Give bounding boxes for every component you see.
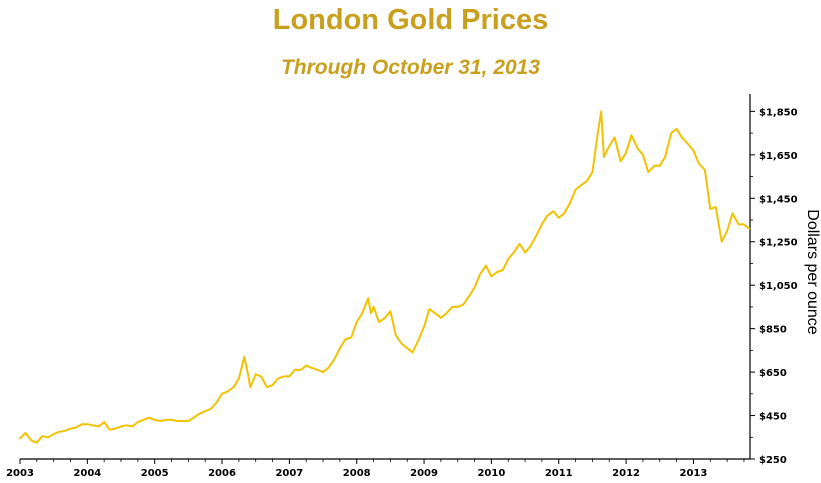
x-tick-label: 2008 [343,468,371,479]
y-tick-label: $1,850 [759,107,798,118]
chart-title: London Gold Prices [272,4,549,36]
x-tick-label: 2013 [680,468,708,479]
y-tick-label: $450 [759,412,787,423]
x-tick-label: 2005 [141,468,169,479]
y-tick-label: $1,650 [759,151,798,162]
y-tick-label: $1,050 [759,281,798,292]
y-tick-label: $250 [759,455,787,466]
axes-group: 2003 2004 2005 2006 2007 2008 2009 2010 2011 2012… [6,94,798,479]
chart-subtitle: Through October 31, 2013 [280,56,541,79]
y-tick-label: $1,450 [759,194,798,205]
x-tick-label: 2012 [612,468,640,479]
y-tick-label: $650 [759,368,787,379]
y-tick-label: $850 [759,325,787,336]
x-tick-label: 2006 [208,468,236,479]
gold-price-line [19,110,751,444]
y-tick-label: $1,250 [759,238,798,249]
x-tick-label: 2004 [73,468,101,479]
plot-area [19,110,751,444]
x-tick-label: 2010 [477,468,505,479]
x-tick-label: 2003 [6,468,34,479]
x-tick-label: 2009 [410,468,438,479]
x-tick-label: 2011 [545,468,573,479]
x-tick-label: 2007 [275,468,303,479]
